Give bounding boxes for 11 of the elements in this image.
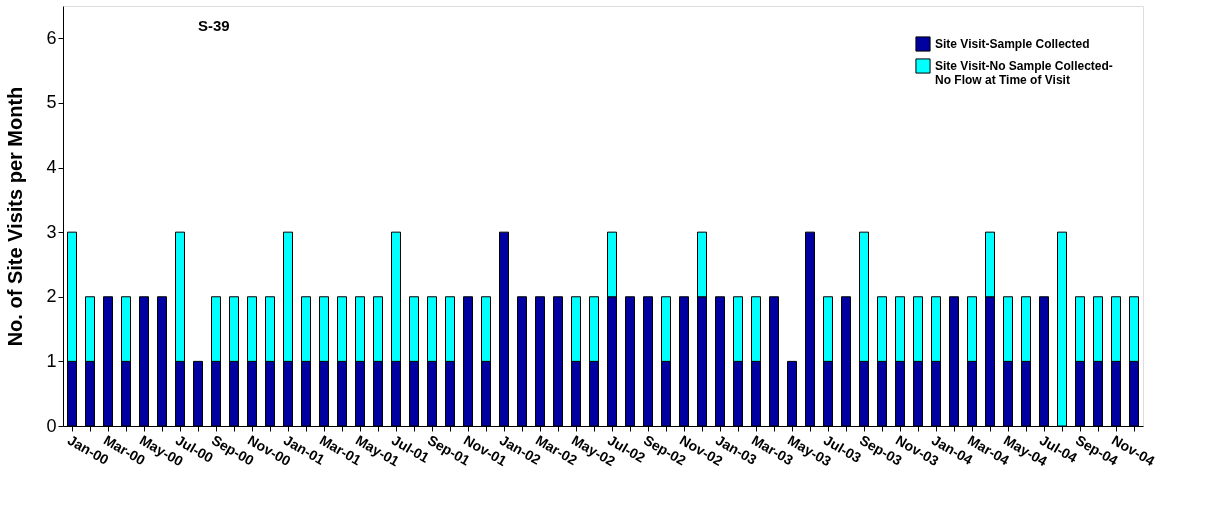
y-tick-label: 3 [46, 221, 57, 242]
legend-label: Site Visit-Sample Collected [935, 37, 1090, 51]
y-axis-title: No. of Site Visits per Month [4, 86, 27, 347]
y-tick-label: 4 [46, 157, 57, 178]
y-tick-label: 0 [46, 415, 57, 436]
y-tick-label: 6 [46, 27, 57, 48]
legend-label: Site Visit-No Sample Collected- No Flow at Time of Visit [935, 59, 1113, 87]
y-tick-label: 2 [46, 286, 57, 307]
y-tick-label: 5 [46, 92, 57, 113]
annotation: S-39 [198, 17, 230, 34]
y-tick-label: 1 [46, 350, 57, 371]
